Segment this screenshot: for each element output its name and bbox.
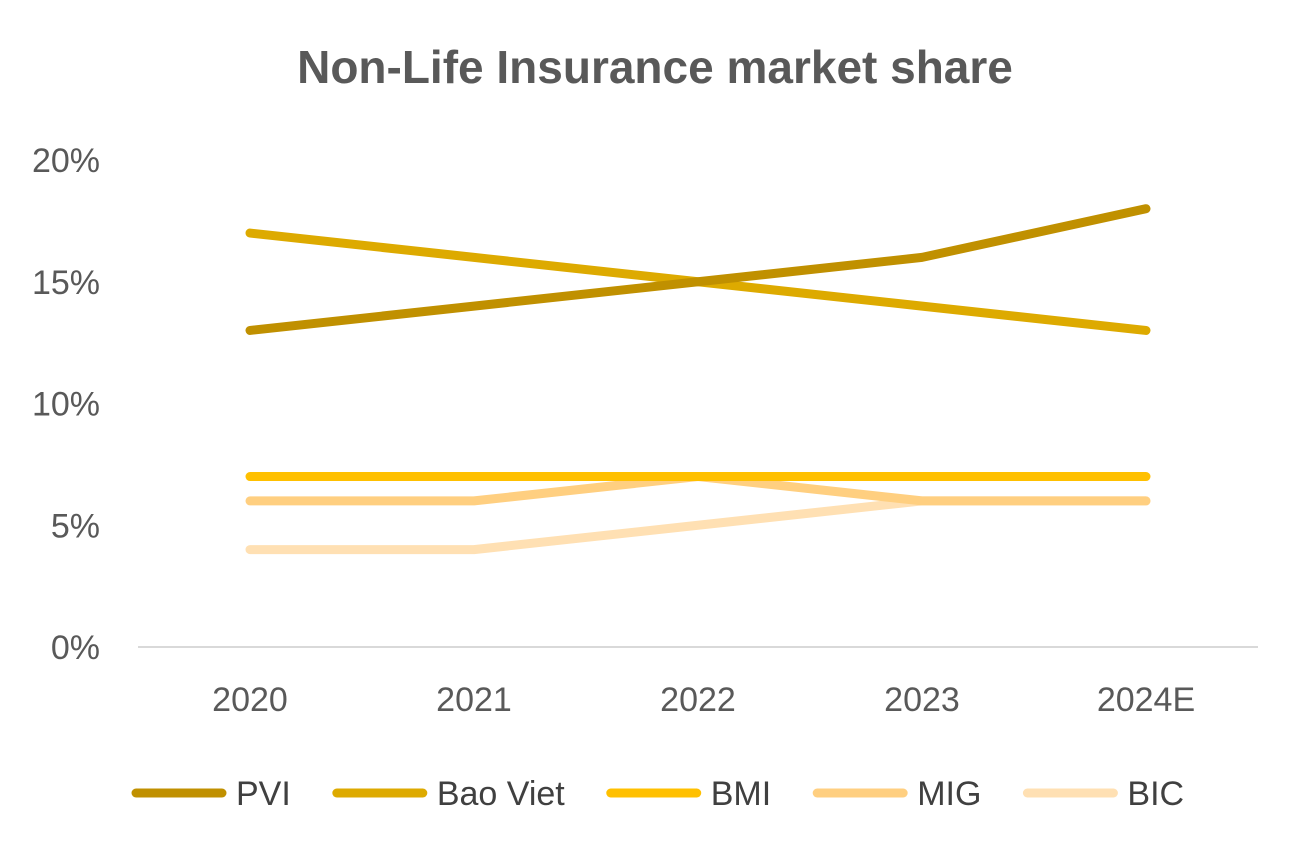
legend-item: BIC <box>1022 775 1184 813</box>
x-tick-label: 2021 <box>436 681 512 719</box>
legend-item: Bao Viet <box>332 775 565 813</box>
y-tick-label: 20% <box>32 142 100 180</box>
legend-item: PVI <box>131 775 291 813</box>
y-tick-label: 15% <box>32 264 100 302</box>
legend-label: PVI <box>236 775 291 813</box>
series-line-pvi <box>245 204 1151 335</box>
legend-label: Bao Viet <box>437 775 565 813</box>
legend-item: BMI <box>606 775 771 813</box>
x-tick-label: 2024E <box>1097 681 1195 719</box>
y-tick-label: 10% <box>32 386 100 424</box>
y-tick-label: 0% <box>51 629 100 667</box>
series-line-bic <box>245 496 1151 555</box>
x-tick-label: 2023 <box>884 681 960 719</box>
legend-item: MIG <box>812 775 981 813</box>
chart-title: Non-Life Insurance market share <box>297 41 1013 93</box>
legend-label: BMI <box>711 775 771 813</box>
legend-label: BIC <box>1127 775 1184 813</box>
y-tick-label: 5% <box>51 507 100 545</box>
x-tick-label: 2022 <box>660 681 736 719</box>
x-tick-label: 2020 <box>212 681 288 719</box>
legend-label: MIG <box>917 775 981 813</box>
